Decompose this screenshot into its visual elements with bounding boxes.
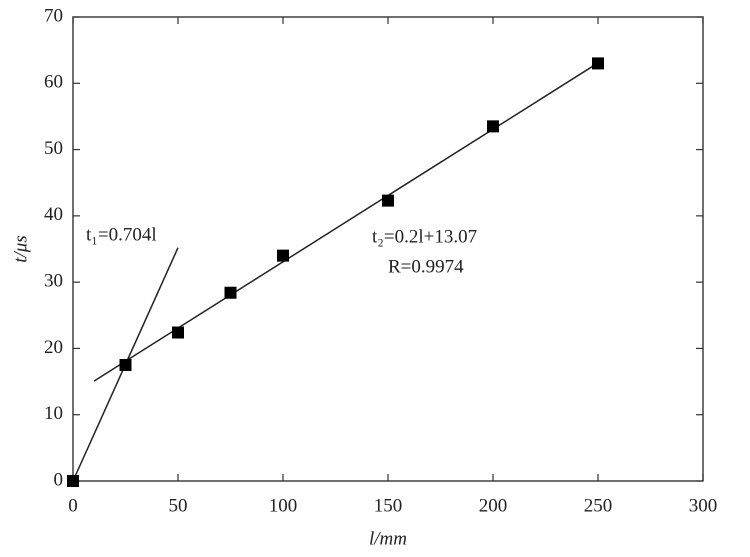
x-tick-label: 150	[374, 495, 403, 516]
data-point	[224, 286, 237, 299]
x-tick-label: 250	[584, 495, 613, 516]
annotation: t₁=0.704l	[86, 224, 157, 245]
annotation: R=0.9974	[388, 256, 464, 277]
fit-line	[93, 62, 599, 382]
data-point	[277, 249, 289, 262]
data-point	[487, 120, 499, 133]
data-point	[67, 475, 79, 487]
y-tick-label: 50	[44, 138, 63, 159]
y-axis-label: t/μs	[10, 235, 31, 263]
x-tick-label: 200	[479, 495, 508, 516]
data-point	[592, 57, 604, 70]
y-tick-label: 70	[44, 5, 63, 26]
y-tick-label: 30	[44, 271, 63, 292]
x-tick-label: 50	[169, 495, 188, 516]
x-tick-label: 300	[689, 495, 718, 516]
y-tick-label: 10	[44, 403, 63, 424]
x-tick-label: 100	[269, 495, 298, 516]
x-tick-label: 0	[68, 495, 78, 516]
y-tick-label: 20	[44, 337, 63, 358]
x-axis-label: l/mm	[369, 528, 407, 549]
annotation: t₂=0.2l+13.07	[372, 226, 477, 247]
y-tick-label: 40	[44, 204, 63, 225]
plot-frame	[72, 16, 704, 482]
y-tick-label: 0	[54, 469, 64, 490]
data-point	[382, 194, 394, 207]
y-tick-label: 60	[44, 72, 63, 93]
data-point	[119, 359, 132, 371]
data-point	[172, 326, 184, 339]
